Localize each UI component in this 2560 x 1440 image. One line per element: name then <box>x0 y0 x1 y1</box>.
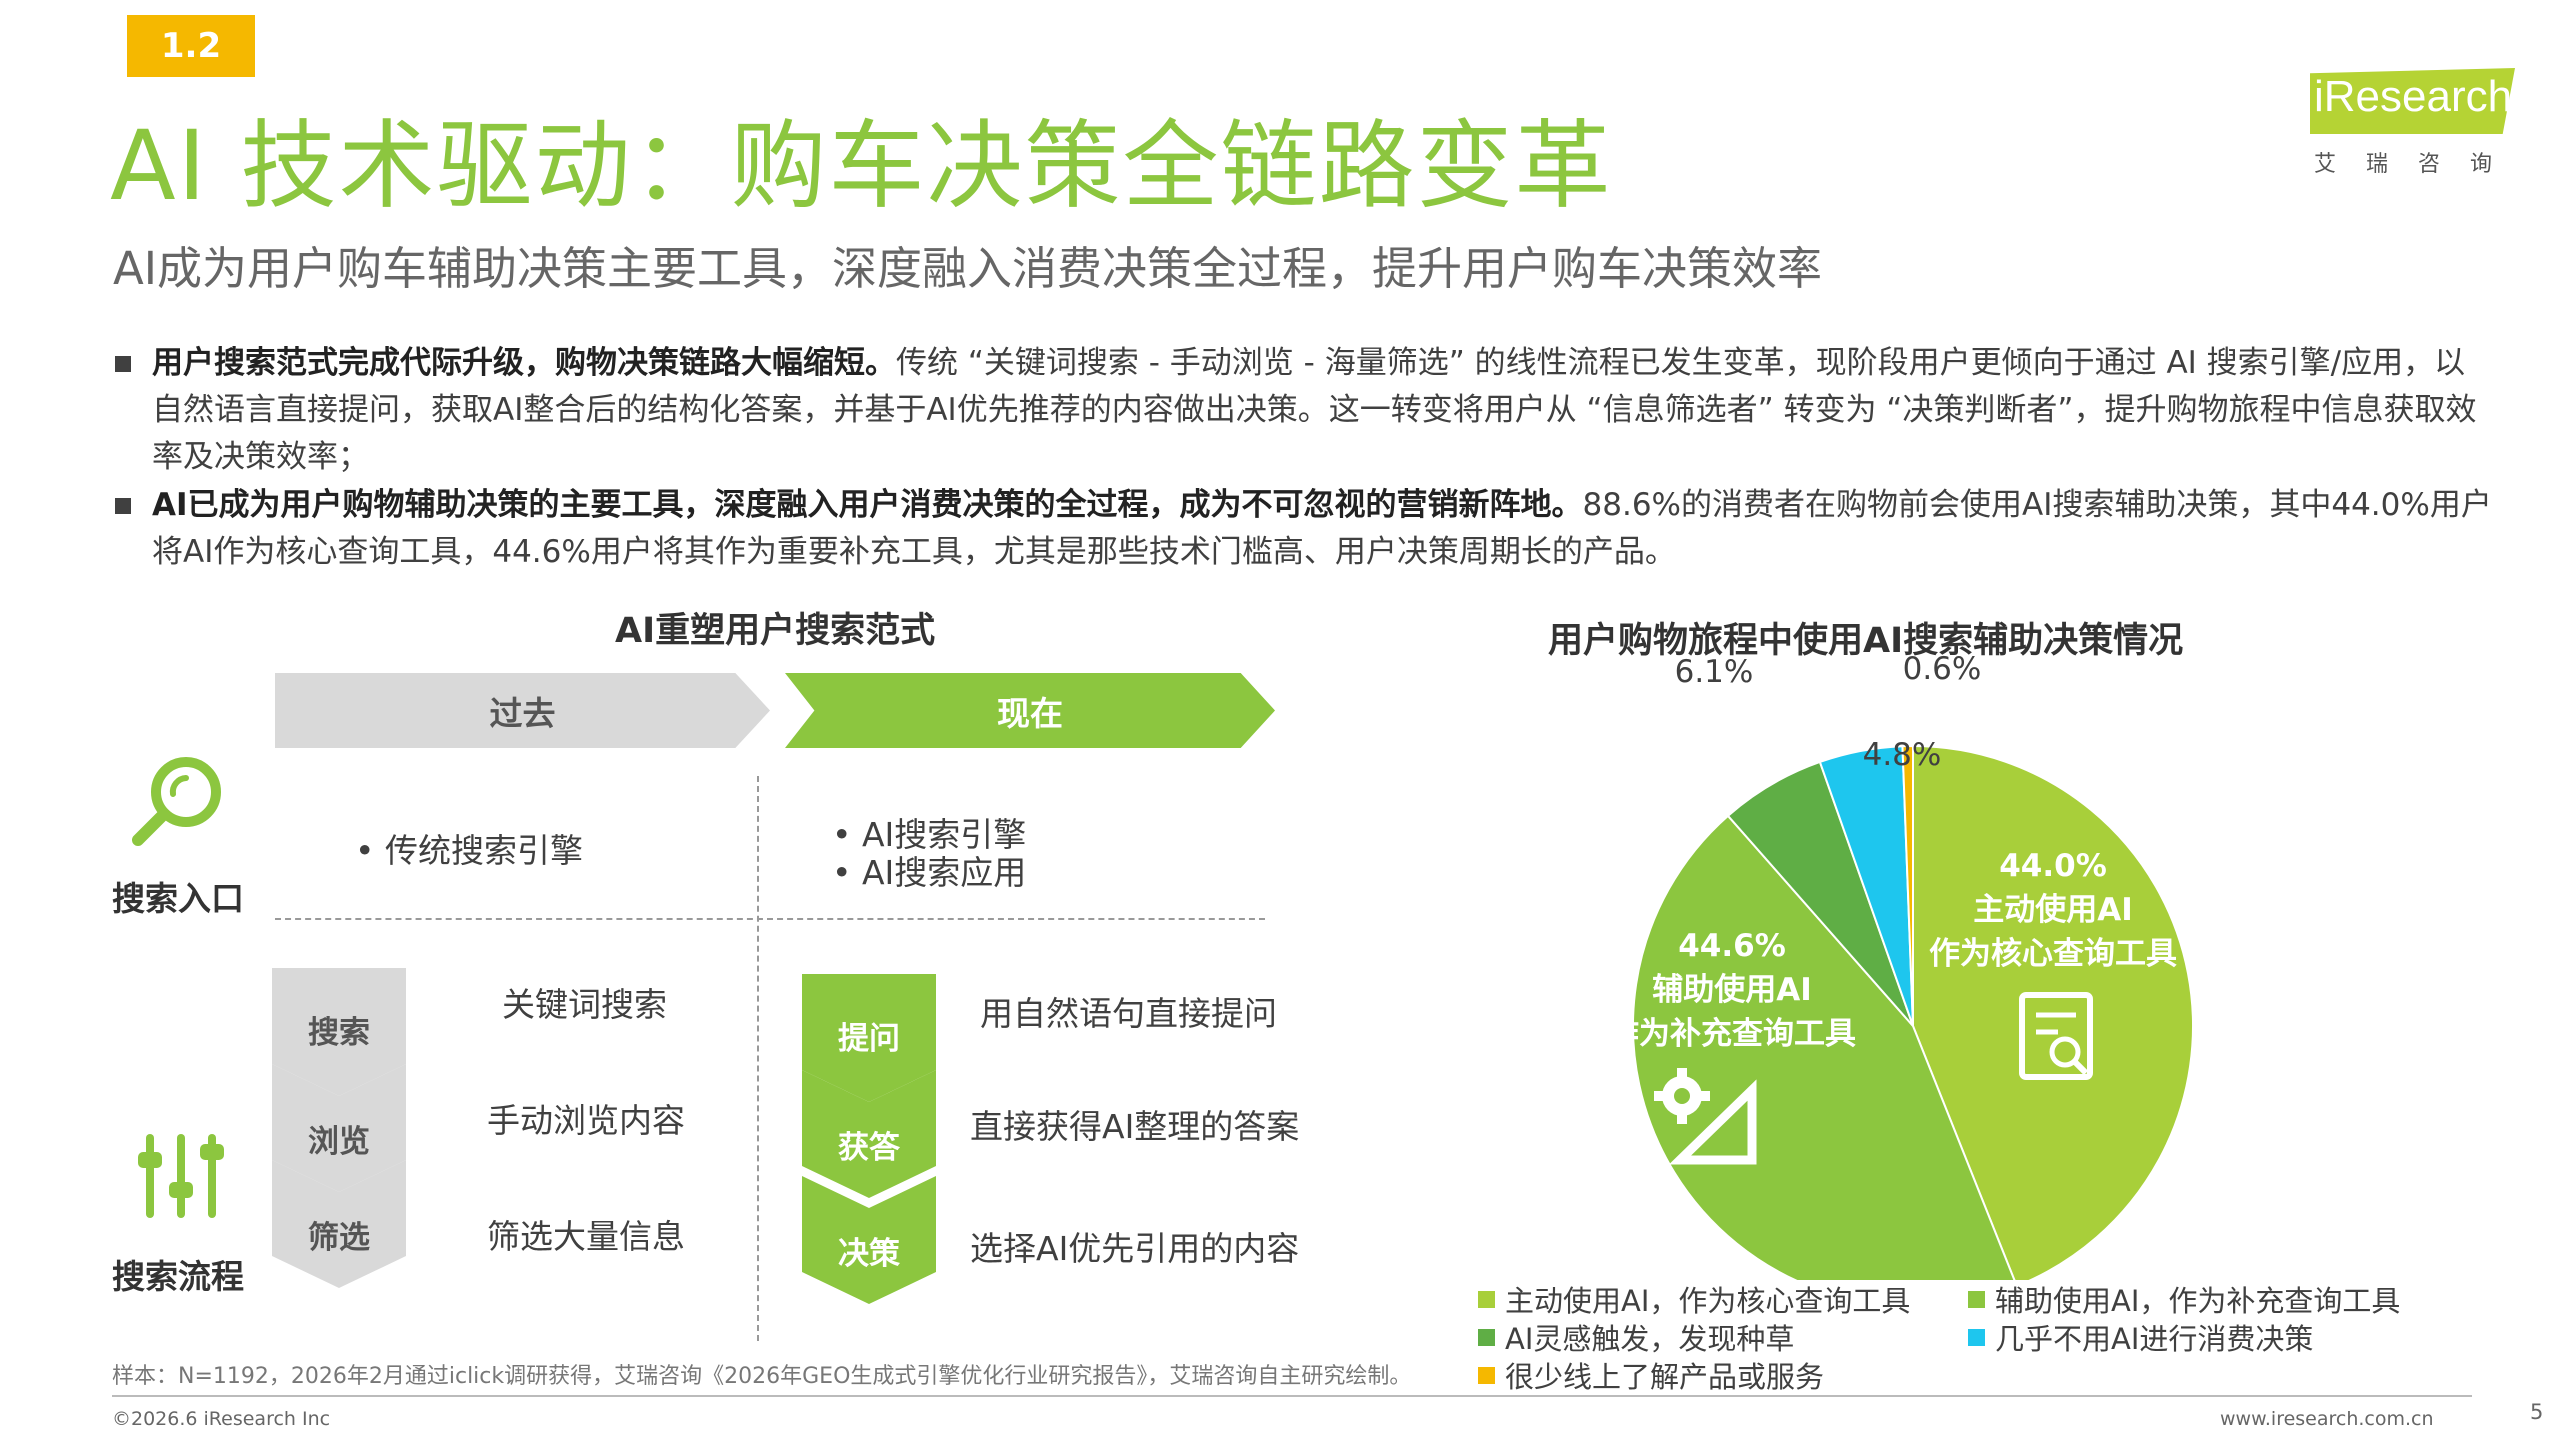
slice-inner-label: 作为补充查询工具 <box>1608 1016 1856 1052</box>
past-step-desc: 筛选大量信息 <box>487 1217 685 1256</box>
page-subtitle: AI成为用户购车辅助决策主要工具，深度融入消费决策全过程，提升用户购车决策效率 <box>113 242 1823 295</box>
search-entry-label: 搜索入口 <box>112 879 244 918</box>
bullet-1: 用户搜索范式完成代际升级，购物决策链路大幅缩短。传统 “关键词搜索 - 手动浏览… <box>112 340 2492 481</box>
source-note: 样本：N=1192，2026年2月通过iclick调研获得，艾瑞咨询《2026年… <box>112 1364 1412 1389</box>
slice-outer-label: 0.6% <box>1903 651 1982 687</box>
slice-outer-label: 6.1% <box>1675 654 1754 690</box>
past-step-filter: 筛选 <box>272 1160 406 1288</box>
legend-swatch <box>1478 1328 1495 1346</box>
legend-item: 几乎不用AI进行消费决策 <box>1968 1316 2313 1358</box>
bullet-1-text: 传统 “关键词搜索 - 手动浏览 - 海量筛选” 的线性流程已发生变革，现阶段用… <box>152 345 2477 475</box>
now-arrow: 现在 <box>785 673 1275 748</box>
iresearch-logo: iResearch 艾瑞咨询 <box>2300 62 2540 177</box>
gear-ruler-icon <box>1654 1068 1757 1165</box>
past-arrow: 过去 <box>275 673 770 748</box>
slice-inner-label: 44.0% <box>1999 848 2107 884</box>
legend-swatch <box>1478 1290 1495 1308</box>
now-step-desc: 选择AI优先引用的内容 <box>970 1229 1300 1268</box>
pie-chart: 44.0% 主动使用AI 作为核心查询工具 44.6% 辅助使用AI 作为补充查询工具 6.… <box>1608 651 2194 1280</box>
now-entry-item: • AI搜索引擎 <box>832 815 1027 854</box>
footer-copyright: ©2026.6 iResearch Inc <box>112 1408 331 1430</box>
now-step-ask: 提问 <box>802 974 936 1102</box>
footer-divider <box>112 1395 2472 1397</box>
bullet-square-icon <box>115 498 131 514</box>
pie-slice <box>1901 744 1914 1027</box>
document-search-icon <box>2019 992 2093 1080</box>
page-number: 5 <box>2530 1400 2544 1424</box>
bullet-1-bold: 用户搜索范式完成代际升级，购物决策链路大幅缩短。 <box>152 345 896 381</box>
slice-inner-label: 44.6% <box>1678 928 1786 964</box>
legend-item: 很少线上了解产品或服务 <box>1478 1354 1824 1396</box>
now-step-desc: 直接获得AI整理的答案 <box>970 1107 1300 1146</box>
now-entry-item: • AI搜索应用 <box>832 853 1027 892</box>
legend-swatch <box>1968 1290 1985 1308</box>
bullet-2-text: 88.6%的消费者在购物前会使用AI搜索辅助决策，其中44.0%用户将AI作为核… <box>152 487 2492 570</box>
slice-outer-label: 4.8% <box>1863 737 1942 773</box>
section-badge: 1.2 <box>127 15 255 77</box>
search-icon <box>132 757 221 846</box>
past-entry-item: • 传统搜索引擎 <box>355 831 583 870</box>
bullet-2-bold: AI已成为用户购物辅助决策的主要工具，深度融入用户消费决策的全过程，成为不可忽视… <box>152 487 1583 523</box>
slice-inner-label: 辅助使用AI <box>1652 972 1812 1008</box>
legend-swatch <box>1968 1328 1985 1346</box>
logo-subtext: 艾瑞咨询 <box>2314 152 2523 177</box>
search-flow-label: 搜索流程 <box>112 1257 244 1296</box>
bullet-square-icon <box>115 356 131 372</box>
footer-website: www.iresearch.com.cn <box>2220 1408 2434 1430</box>
past-step-search: 搜索 <box>272 968 406 1096</box>
page-title: AI 技术驱动：购车决策全链路变革 <box>110 110 1613 222</box>
left-panel-title: AI重塑用户搜索范式 <box>615 611 936 651</box>
legend-swatch <box>1478 1366 1495 1384</box>
logo-text: iResearch <box>2314 72 2513 121</box>
row-divider <box>275 918 1265 920</box>
chart-title: 用户购物旅程中使用AI搜索辅助决策情况 <box>1548 621 2184 661</box>
past-step-desc: 手动浏览内容 <box>487 1101 685 1140</box>
slice-inner-label: 主动使用AI <box>1973 892 2133 928</box>
legend-item: AI灵感触发，发现种草 <box>1478 1316 1794 1358</box>
legend-item: 主动使用AI，作为核心查询工具 <box>1478 1278 1910 1320</box>
slice-inner-label: 作为核心查询工具 <box>1929 936 2177 972</box>
past-step-desc: 关键词搜索 <box>502 985 667 1024</box>
bullet-2: AI已成为用户购物辅助决策的主要工具，深度融入用户消费决策的全过程，成为不可忽视… <box>112 482 2492 576</box>
column-divider <box>757 776 759 1341</box>
legend-item: 辅助使用AI，作为补充查询工具 <box>1968 1278 2400 1320</box>
sliders-icon <box>138 1134 224 1218</box>
now-step-desc: 用自然语句直接提问 <box>980 994 1277 1033</box>
